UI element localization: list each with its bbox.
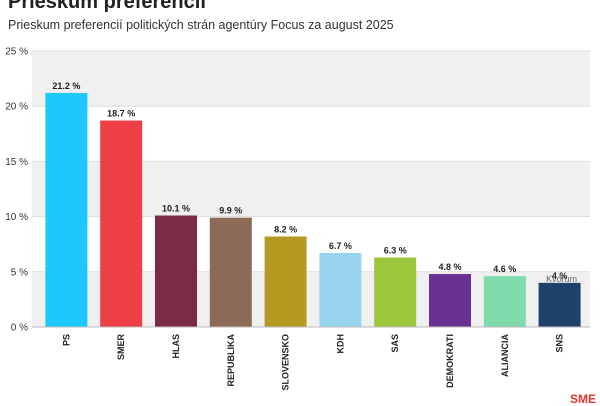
grid-band [32,51,590,107]
y-tick-label: 20 % [5,102,28,113]
y-tick-label: 0 % [11,323,28,334]
x-tick-label: SLOVENSKO [281,334,291,391]
data-label: 9.9 % [219,206,242,216]
data-label: 6.3 % [384,245,407,255]
x-tick-label: DEMOKRATI [445,334,455,388]
bar-ps [45,92,88,328]
y-tick-label: 25 % [5,47,28,58]
chart-subtitle: Prieskum preferencií politických strán a… [8,18,394,32]
data-label: 8.2 % [274,224,297,234]
bar-aliancia [483,276,526,327]
x-tick-label: REPUBLIKA [226,334,236,387]
chart-title: Prieskum preferencií [8,0,206,13]
bar-sas [374,257,417,327]
x-tick-label: SMER [116,334,126,361]
y-tick-label: 5 % [11,267,28,278]
data-label: 4.6 % [493,264,516,274]
bar-demokrati [429,274,471,327]
bar-kdh [319,253,362,327]
brand-logo: SME [569,392,596,406]
x-tick-label: PS [61,334,71,346]
bar-republika [209,217,252,327]
x-tick-label: KDH [335,334,345,354]
data-label: 4.8 % [438,262,461,272]
bar-hlas [155,215,197,327]
data-label: 4 % [552,271,568,281]
data-label: 21.2 % [52,81,80,91]
y-tick-label: 15 % [5,157,28,168]
bar-sns [538,282,581,327]
x-tick-label: SNS [555,334,565,353]
bar-smer [100,120,143,327]
bar-slovensko [264,236,307,327]
y-tick-label: 10 % [5,212,28,223]
x-tick-label: ALIANCIA [500,334,510,377]
quorum-annotation: Kvórum [546,274,577,284]
data-label: 10.1 % [162,203,190,213]
data-label: 6.7 % [329,241,352,251]
x-tick-label: HLAS [171,334,181,359]
x-tick-label: SAS [390,334,400,353]
data-label: 18.7 % [107,109,135,119]
